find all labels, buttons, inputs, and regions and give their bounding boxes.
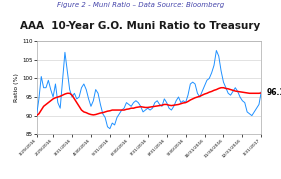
Text: 96.1: 96.1 [267,88,281,97]
Y-axis label: Ratio (%): Ratio (%) [14,73,19,102]
Text: AAA  10-Year G.O. Muni Ratio to Treasury: AAA 10-Year G.O. Muni Ratio to Treasury [21,21,260,32]
Text: Figure 2 - Muni Ratio – Data Source: Bloomberg: Figure 2 - Muni Ratio – Data Source: Blo… [57,2,224,8]
